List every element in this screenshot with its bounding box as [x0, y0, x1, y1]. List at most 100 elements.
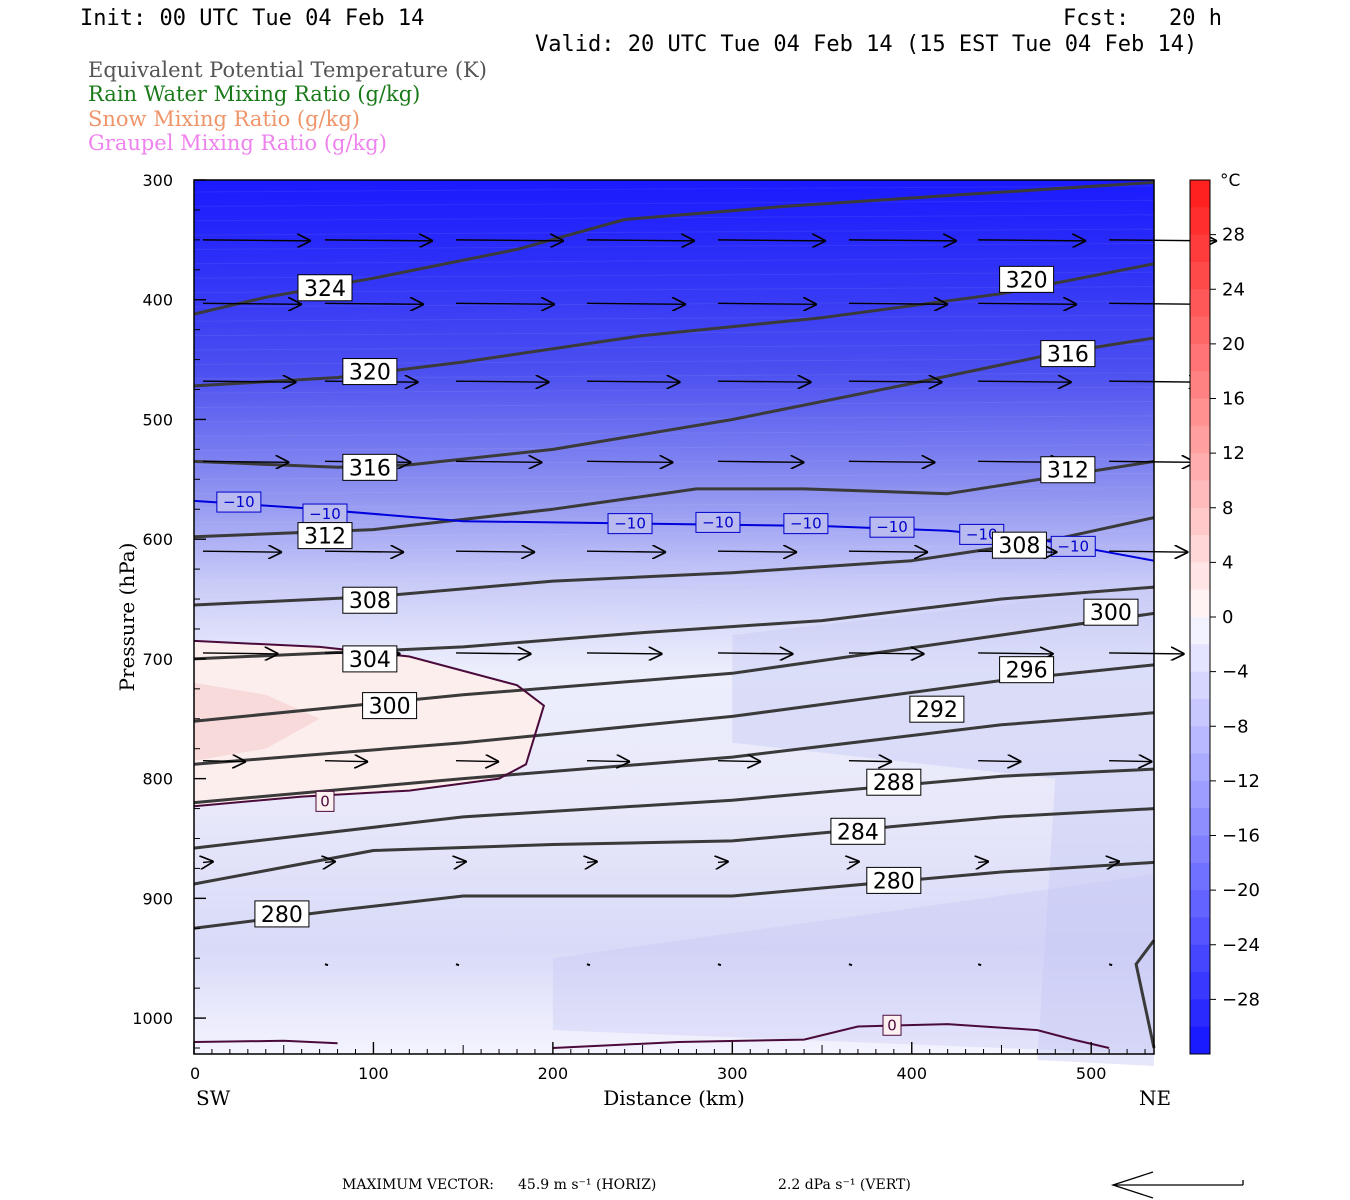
warm-core: [194, 682, 320, 761]
colorbar-segment: [1190, 917, 1210, 946]
label-box: [999, 265, 1055, 293]
label-text: 304: [349, 648, 391, 673]
isotherm-zero-label: 0: [315, 790, 335, 812]
label-text: 280: [873, 869, 915, 894]
label-text: −10: [876, 518, 908, 536]
wind-vector: [717, 303, 817, 304]
wind-vector: [1109, 381, 1203, 382]
wind-vector: [978, 761, 1021, 762]
y-tick-label: 800: [142, 770, 173, 789]
wind-vector: [586, 761, 630, 762]
theta-e-contour-312: [193, 459, 1155, 539]
wind-vector: [203, 861, 214, 862]
isotherm-zero-label: 0: [882, 1014, 902, 1036]
wind-vector: [848, 653, 925, 654]
theta-e-label-292: 292: [909, 695, 965, 723]
isotherm-minus10-label: −10: [783, 513, 829, 535]
label-box: [866, 866, 922, 894]
valid-time: Valid: 20 UTC Tue 04 Feb 14 (15 EST Tue …: [535, 32, 1198, 57]
wind-vector: [1109, 551, 1188, 552]
theta-e-label-280: 280: [254, 900, 310, 928]
y-tick-label: 900: [142, 889, 173, 908]
wind-vector-dot: [1108, 963, 1113, 967]
y-tick-label: 500: [142, 410, 173, 429]
wind-vector: [586, 303, 686, 304]
colorbar-segment: [1190, 398, 1210, 427]
label-text: 308: [349, 589, 391, 614]
theta-e-contour-292: [193, 711, 1155, 805]
wind-vector: [1109, 653, 1185, 654]
temperature-bands: [193, 185, 1155, 1066]
wind-vector-dot: [717, 963, 722, 967]
wind-vector-dot: [586, 963, 591, 967]
label-box: [882, 1014, 902, 1036]
legend-snow: Snow Mixing Ratio (g/kg): [88, 107, 360, 131]
legend-graupel: Graupel Mixing Ratio (g/kg): [88, 131, 387, 155]
colorbar-segment: [1190, 535, 1210, 563]
left-endpoint-label: SW: [196, 1086, 231, 1110]
colorbar-segment: [1190, 862, 1210, 891]
colorbar-label: 12: [1222, 443, 1245, 464]
label-text: 312: [304, 525, 346, 550]
shading-band: [193, 185, 1155, 193]
colorbar-segment: [1190, 698, 1210, 727]
isotherm-minus10-label: −10: [607, 513, 653, 535]
wind-vector: [586, 381, 681, 382]
minus-10-isotherm: −10 −10 −10 −10 −10 −10 −10 −10: [193, 491, 1155, 562]
label-text: 324: [304, 277, 346, 302]
label-text: 320: [349, 361, 391, 386]
colorbar-label: −8: [1222, 716, 1249, 737]
label-box: [1083, 598, 1139, 626]
colorbar-segment: [1190, 453, 1210, 481]
theta-e-contour-304: [193, 585, 1155, 661]
wind-vector: [717, 461, 804, 462]
colorbar-label: 8: [1222, 498, 1233, 519]
theta-e-label-300: 300: [1083, 598, 1139, 626]
wind-vector: [848, 551, 928, 552]
warm-fill: [194, 640, 544, 807]
shading-band: [193, 501, 1155, 509]
max-vector-horiz: 45.9 m s⁻¹ (HORIZ): [518, 1177, 657, 1193]
wind-vector: [455, 653, 532, 654]
label-box: [342, 358, 398, 386]
shading-band: [193, 228, 1155, 236]
wind-vector: [586, 653, 663, 654]
theta-e-label-308: 308: [342, 586, 398, 614]
shading-band: [193, 630, 1155, 638]
isotherm-zero-lower-left: [193, 1039, 338, 1045]
axes: 300 400 500 600 700 800 900 1000 0 100 200 300 400 50…: [115, 171, 1171, 1110]
wind-vector: [978, 861, 989, 862]
label-box: [254, 900, 310, 928]
wind-vector: [978, 653, 1054, 654]
colorbar-label: −12: [1222, 771, 1260, 792]
theta-e-label-284: 284: [830, 817, 886, 845]
label-box: [695, 511, 741, 533]
wind-vector: [1109, 461, 1195, 462]
label-box: [866, 768, 922, 796]
wind-vector: [455, 381, 550, 382]
wind-vector: [1109, 761, 1152, 762]
label-text: 296: [1006, 659, 1048, 684]
wind-vector: [202, 240, 311, 241]
x-tick-label: 200: [538, 1064, 569, 1083]
wind-vector: [325, 861, 336, 862]
label-text: 284: [837, 820, 879, 845]
theta-e-label-324: 324: [297, 274, 353, 302]
colorbar-segment: [1190, 425, 1210, 454]
wind-vector: [455, 461, 542, 462]
x-tick-label: 300: [717, 1064, 748, 1083]
colorbar-label: 0: [1222, 607, 1233, 628]
wind-vector: [202, 461, 289, 462]
colorbar-segment: [1190, 1026, 1210, 1055]
label-text: −10: [702, 513, 734, 531]
shading-band: [193, 429, 1155, 437]
label-text: −10: [1057, 537, 1089, 555]
colorbar-segment: [1190, 890, 1210, 918]
wind-vector-dot: [455, 963, 460, 967]
legend-theta-e: Equivalent Potential Temperature (K): [88, 58, 487, 82]
colorbar: °C 28 24 20 16 12 8 4 0 −4 −8 −12 −16 −20 −24 −28: [1189, 171, 1260, 1055]
colorbar-segment: [1190, 617, 1210, 645]
zero-isotherm: 00: [193, 639, 1110, 1049]
right-endpoint-label: NE: [1139, 1086, 1171, 1110]
